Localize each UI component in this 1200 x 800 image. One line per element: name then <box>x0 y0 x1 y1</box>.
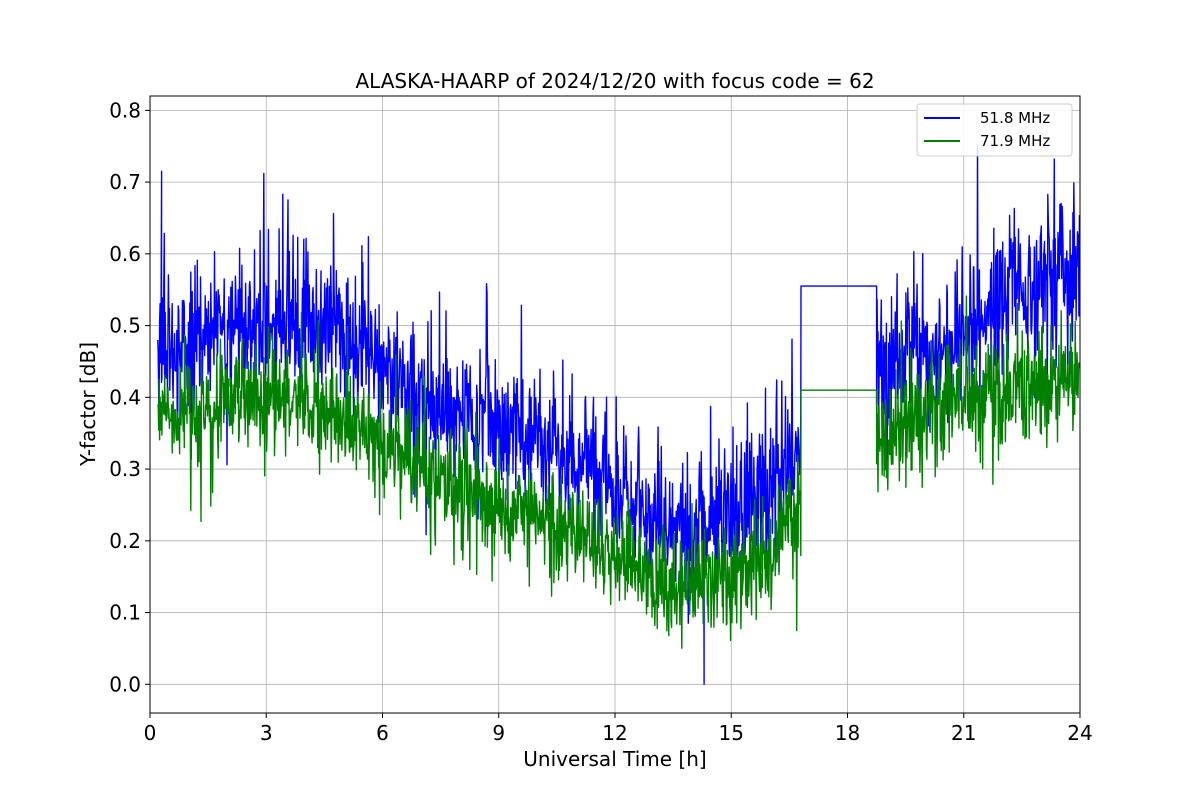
legend-label-51-8-mhz: 51.8 MHz <box>980 109 1050 127</box>
y-tick-label: 0.8 <box>109 98 141 122</box>
y-tick-label: 0.6 <box>109 242 141 266</box>
y-axis-ticks: 0.0 0.1 0.2 0.3 0.4 0.5 0.6 0.7 0.8 <box>109 98 150 696</box>
series-line-71-9-mhz <box>157 295 1081 649</box>
x-tick-label: 15 <box>719 721 744 745</box>
series-layer <box>157 144 1081 685</box>
x-tick-label: 0 <box>144 721 157 745</box>
x-tick-label: 9 <box>492 721 505 745</box>
legend: 51.8 MHz 71.9 MHz <box>916 103 1073 157</box>
x-tick-label: 3 <box>260 721 273 745</box>
y-axis-label: Y-factor [dB] <box>76 342 100 467</box>
x-tick-label: 24 <box>1067 721 1092 745</box>
y-tick-label: 0.2 <box>109 529 141 553</box>
legend-label-71-9-mhz: 71.9 MHz <box>980 132 1050 150</box>
y-tick-label: 0.5 <box>109 314 141 338</box>
y-tick-label: 0.0 <box>109 672 141 696</box>
x-tick-label: 12 <box>602 721 627 745</box>
x-axis-label: Universal Time [h] <box>523 747 706 771</box>
x-tick-label: 6 <box>376 721 389 745</box>
series-line-51-8-mhz <box>157 144 1081 685</box>
y-tick-label: 0.3 <box>109 457 141 481</box>
y-tick-label: 0.4 <box>109 385 141 409</box>
x-tick-label: 18 <box>835 721 860 745</box>
y-tick-label: 0.7 <box>109 170 141 194</box>
chart-title: ALASKA-HAARP of 2024/12/20 with focus co… <box>355 69 874 93</box>
y-tick-label: 0.1 <box>109 601 141 625</box>
x-axis-ticks: 0 3 6 9 12 15 18 21 24 <box>144 713 1093 745</box>
x-tick-label: 21 <box>951 721 976 745</box>
